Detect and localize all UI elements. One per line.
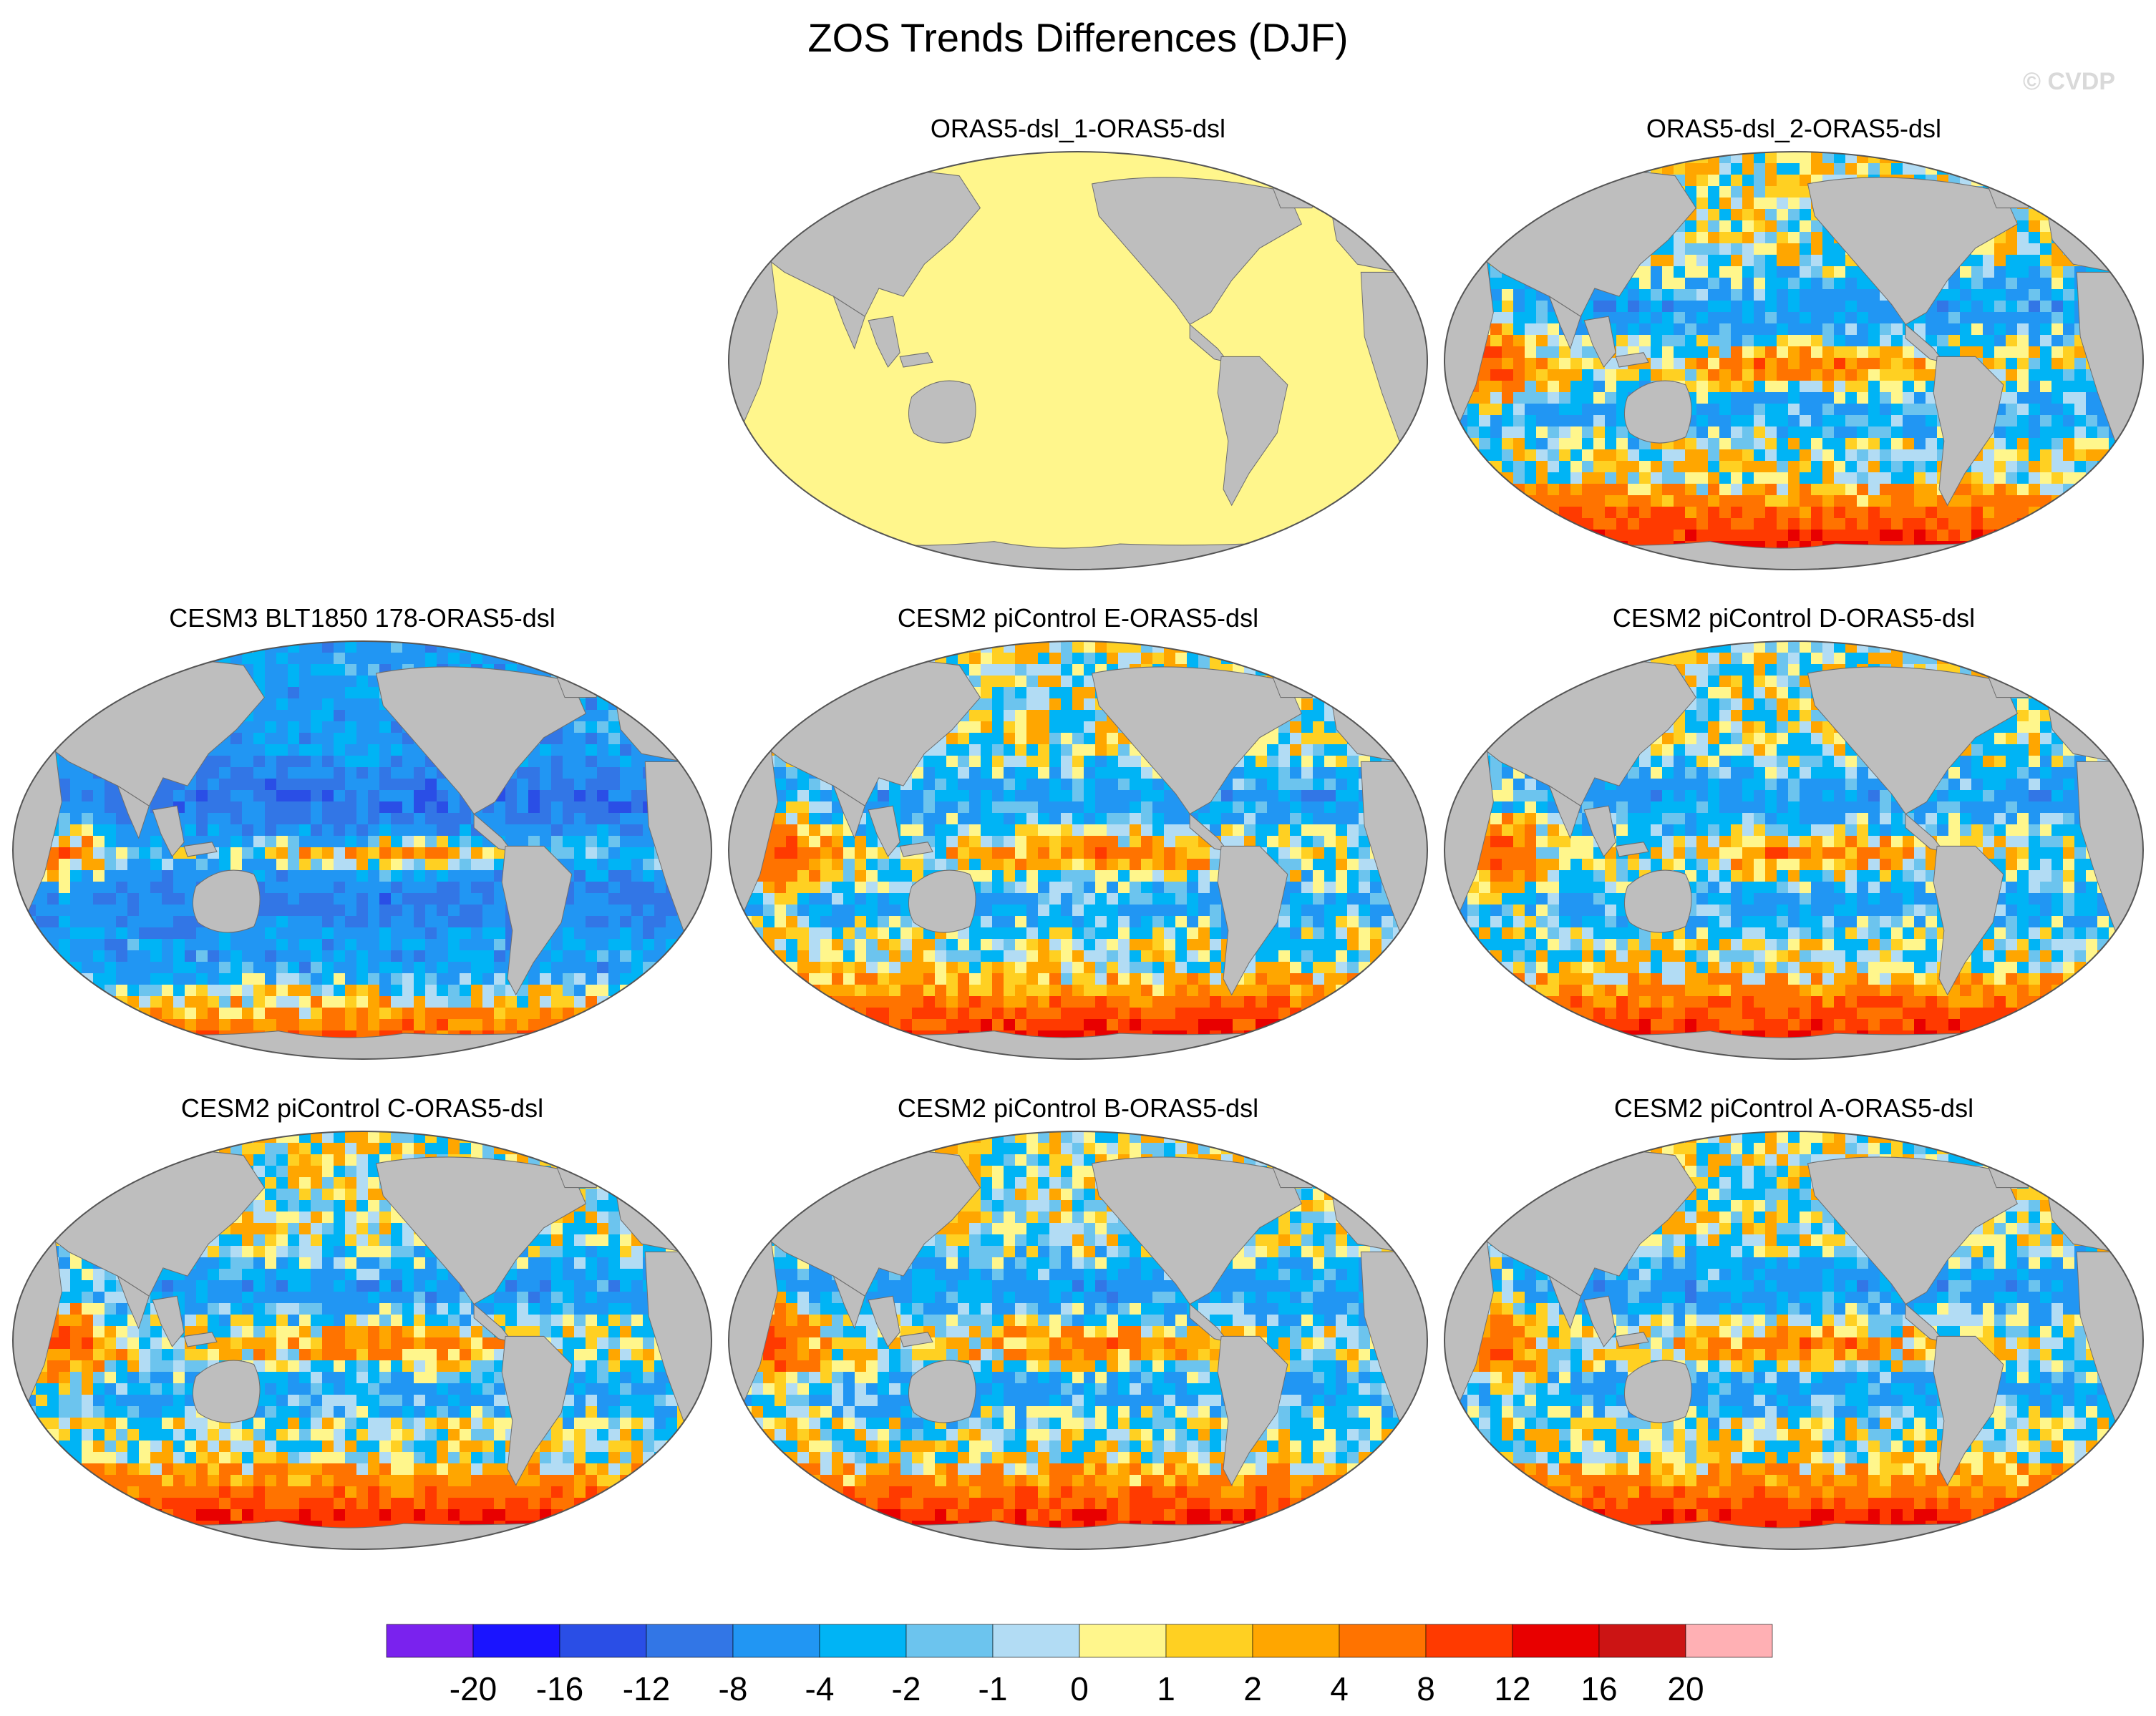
map-panels: ORAS5-dsl_1-ORAS5-dsl ORAS5-dsl_2-ORAS5-d… [12, 114, 2144, 1550]
map-outline [1444, 1131, 2144, 1550]
map-panel: ORAS5-dsl_1-ORAS5-dsl [728, 114, 1428, 570]
map-outline [728, 1131, 1428, 1550]
colorbar-tick-label: 1 [1157, 1670, 1175, 1707]
panel-title: CESM2 piControl D-ORAS5-dsl [1613, 603, 1975, 633]
panel-title: CESM2 piControl B-ORAS5-dsl [898, 1093, 1258, 1123]
colorbar-tick-label: -16 [536, 1670, 583, 1707]
map-outline [12, 640, 712, 1060]
colorbar-swatch [386, 1624, 474, 1658]
colorbar-swatch [905, 1624, 994, 1658]
map-panel: CESM2 piControl D-ORAS5-dsl [1444, 603, 2144, 1060]
colorbar-swatch [1425, 1624, 1513, 1658]
colorbar-swatch [1079, 1624, 1167, 1658]
colorbar-swatch [1685, 1624, 1773, 1658]
colorbar-swatch [646, 1624, 734, 1658]
colorbar-swatch [1598, 1624, 1686, 1658]
map-outline [1444, 151, 2144, 570]
panel-title: CESM3 BLT1850 178-ORAS5-dsl [169, 603, 555, 633]
map-outline [728, 640, 1428, 1060]
colorbar-tick-label: 8 [1417, 1670, 1435, 1707]
map-outline [12, 1131, 712, 1550]
panel-title: CESM2 piControl E-ORAS5-dsl [898, 603, 1258, 633]
colorbar-swatch [819, 1624, 907, 1658]
panel-title: CESM2 piControl A-ORAS5-dsl [1614, 1093, 1973, 1123]
map-panel: ORAS5-dsl_2-ORAS5-dsl [1444, 114, 2144, 570]
map-panel: CESM2 piControl A-ORAS5-dsl [1444, 1093, 2144, 1550]
map-outline [1444, 640, 2144, 1060]
map-panel: CESM3 BLT1850 178-ORAS5-dsl [12, 603, 712, 1060]
map-panel: CESM2 piControl B-ORAS5-dsl [728, 1093, 1428, 1550]
colorbar-swatch [732, 1624, 820, 1658]
colorbar-tick-label: 20 [1667, 1670, 1704, 1707]
colorbar-tick-label: -1 [979, 1670, 1008, 1707]
panel-title: ORAS5-dsl_1-ORAS5-dsl [931, 114, 1225, 143]
colorbar: -20 -16 -12 -8 -4 -2 -1 0 1 2 4 8 12 16 20 [386, 1624, 1773, 1707]
copyright-label: © CVDP [2023, 68, 2115, 95]
panel-title: ORAS5-dsl_2-ORAS5-dsl [1646, 114, 1941, 143]
colorbar-swatch [1512, 1624, 1600, 1658]
colorbar-swatch [1339, 1624, 1427, 1658]
map-panel: CESM2 piControl C-ORAS5-dsl [12, 1093, 712, 1550]
figure-title: ZOS Trends Differences (DJF) [807, 15, 1348, 60]
colorbar-swatch [992, 1624, 1080, 1658]
map-outline [728, 151, 1428, 570]
colorbar-tick-label: -4 [805, 1670, 835, 1707]
colorbar-tick-label: -20 [450, 1670, 497, 1707]
colorbar-tick-label: 4 [1330, 1670, 1349, 1707]
colorbar-swatch [559, 1624, 647, 1658]
colorbar-tick-label: 16 [1580, 1670, 1617, 1707]
panel-title: CESM2 piControl C-ORAS5-dsl [181, 1093, 543, 1123]
colorbar-tick-label: 2 [1243, 1670, 1262, 1707]
colorbar-swatch [472, 1624, 560, 1658]
colorbar-swatch [1165, 1624, 1253, 1658]
colorbar-tick-label: 12 [1494, 1670, 1530, 1707]
colorbar-tick-label: -8 [719, 1670, 748, 1707]
colorbar-tick-label: 0 [1070, 1670, 1089, 1707]
colorbar-tick-label: -2 [892, 1670, 921, 1707]
map-panel: CESM2 piControl E-ORAS5-dsl [728, 603, 1428, 1060]
colorbar-tick-label: -12 [623, 1670, 670, 1707]
colorbar-swatch [1252, 1624, 1340, 1658]
